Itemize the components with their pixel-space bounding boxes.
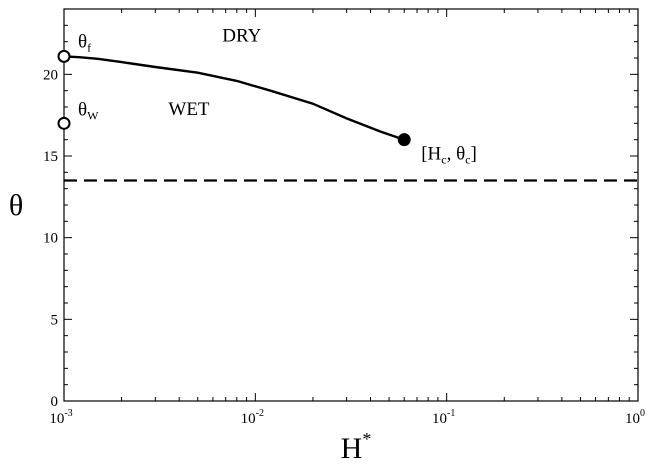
x-axis-title-base: H xyxy=(341,432,363,464)
theta-f-marker xyxy=(57,49,71,63)
critical-label-part2: , θ xyxy=(447,144,466,165)
y-tick-label: 20 xyxy=(43,67,58,83)
theta-w-marker xyxy=(57,116,71,130)
theta-w-subscript: W xyxy=(87,108,99,122)
x-axis-title: H* xyxy=(341,429,372,464)
theta-f-subscript: f xyxy=(87,40,91,54)
x-axis-title-superscript: * xyxy=(362,429,371,449)
y-axis-title: θ xyxy=(9,189,23,222)
x-tick-base: 10 xyxy=(49,411,64,427)
x-tick-exponent: 0 xyxy=(640,408,645,419)
x-tick-base: 10 xyxy=(432,411,447,427)
plot-frame xyxy=(63,8,639,402)
x-tick-label: 10-2 xyxy=(241,408,264,427)
theta-f-label: θf xyxy=(78,31,91,54)
critical-point-marker xyxy=(397,133,411,147)
y-tick-label: 5 xyxy=(51,312,59,328)
theta-f-symbol: θ xyxy=(78,31,87,52)
theta-w-symbol: θ xyxy=(78,99,87,120)
x-tick-base: 10 xyxy=(625,411,640,427)
y-tick-label: 0 xyxy=(51,394,59,410)
y-tick-label: 15 xyxy=(43,149,58,165)
wet-region-label: WET xyxy=(168,99,210,120)
x-tick-label: 10-3 xyxy=(49,408,72,427)
x-tick-exponent: -3 xyxy=(64,408,72,419)
theta-w-label: θW xyxy=(78,99,99,122)
x-tick-base: 10 xyxy=(241,411,256,427)
critical-label-sub1: c xyxy=(441,153,446,167)
critical-point-label: [Hc, θc] xyxy=(421,144,477,167)
critical-label-part3: ] xyxy=(471,144,477,165)
y-tick-label: 10 xyxy=(43,231,58,247)
critical-label-sub2: c xyxy=(465,153,470,167)
dry-region-label: DRY xyxy=(222,26,261,47)
x-tick-exponent: -2 xyxy=(256,408,264,419)
x-tick-exponent: -1 xyxy=(447,408,455,419)
x-tick-label: 10-1 xyxy=(432,408,455,427)
boundary-curve xyxy=(63,55,405,141)
critical-label-part1: [H xyxy=(421,144,441,165)
x-tick-label: 100 xyxy=(625,408,645,427)
